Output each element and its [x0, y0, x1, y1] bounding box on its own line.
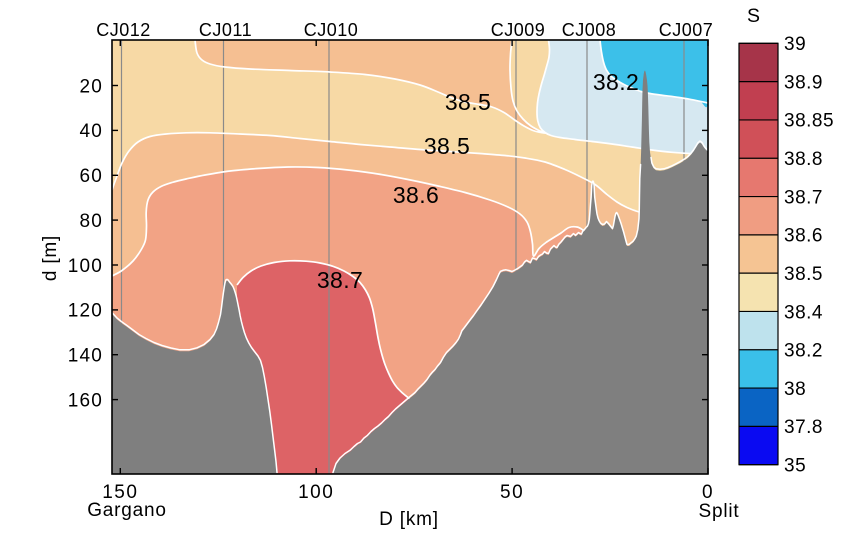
- svg-text:CJ007: CJ007: [659, 20, 714, 40]
- svg-text:38.85: 38.85: [784, 111, 834, 132]
- svg-text:100: 100: [298, 482, 334, 503]
- svg-text:38.6: 38.6: [784, 226, 823, 247]
- svg-text:38.9: 38.9: [784, 72, 823, 93]
- svg-text:38.7: 38.7: [784, 187, 823, 208]
- svg-text:38.6: 38.6: [393, 182, 439, 208]
- svg-text:60: 60: [79, 166, 103, 187]
- svg-text:Gargano: Gargano: [87, 500, 167, 521]
- svg-text:d [m]: d [m]: [40, 235, 61, 281]
- svg-text:80: 80: [79, 211, 103, 232]
- svg-text:38.5: 38.5: [424, 133, 470, 159]
- svg-text:38.5: 38.5: [784, 264, 823, 285]
- svg-text:D [km]: D [km]: [379, 509, 439, 530]
- svg-text:37.8: 37.8: [784, 417, 823, 438]
- svg-text:40: 40: [79, 121, 103, 142]
- svg-text:35: 35: [784, 456, 806, 477]
- svg-text:38.5: 38.5: [445, 89, 491, 115]
- svg-text:CJ012: CJ012: [96, 20, 151, 40]
- svg-text:150: 150: [102, 482, 138, 503]
- svg-text:100: 100: [68, 256, 103, 277]
- svg-text:50: 50: [500, 482, 524, 503]
- svg-text:0: 0: [702, 482, 714, 503]
- svg-text:38.7: 38.7: [317, 267, 363, 293]
- svg-text:140: 140: [68, 346, 103, 367]
- svg-text:38.2: 38.2: [784, 341, 823, 362]
- svg-text:CJ010: CJ010: [304, 20, 359, 40]
- svg-text:20: 20: [79, 76, 103, 97]
- svg-text:160: 160: [68, 390, 103, 411]
- svg-text:Split: Split: [699, 501, 740, 522]
- svg-text:CJ009: CJ009: [491, 20, 546, 40]
- svg-text:39: 39: [784, 34, 806, 55]
- svg-text:CJ011: CJ011: [199, 20, 252, 40]
- svg-text:S: S: [747, 5, 760, 27]
- svg-text:38.4: 38.4: [784, 302, 823, 323]
- svg-text:38.2: 38.2: [593, 69, 639, 95]
- svg-text:38.8: 38.8: [784, 149, 823, 170]
- svg-text:CJ008: CJ008: [562, 20, 617, 40]
- svg-text:120: 120: [68, 301, 103, 322]
- svg-text:38: 38: [784, 379, 806, 400]
